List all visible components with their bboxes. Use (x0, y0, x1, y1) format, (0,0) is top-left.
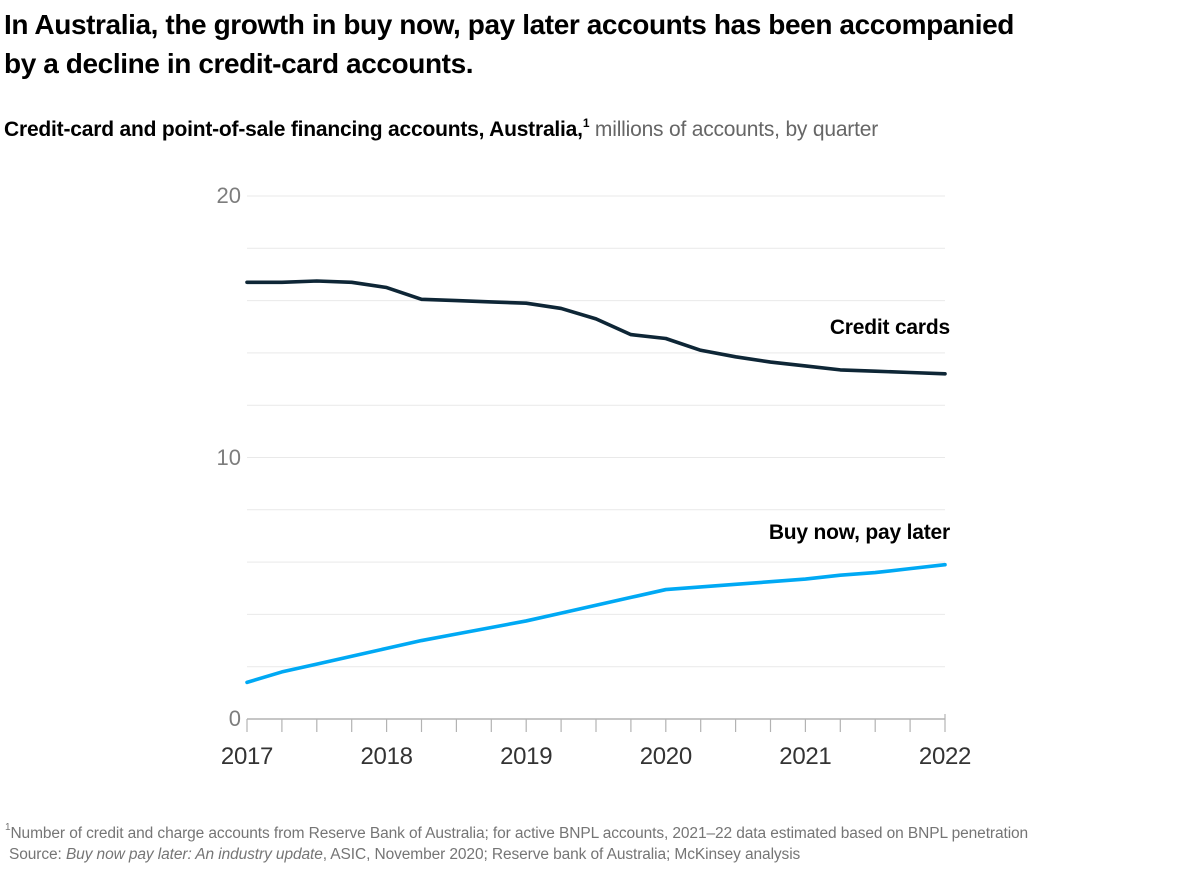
line-chart: Credit cards Buy now, pay later 0 10 20 201… (216, 183, 972, 770)
source-prefix: Source: (9, 846, 66, 864)
y-axis-tick-label: 0 (228, 706, 241, 731)
x-axis-tick-label: 2019 (500, 743, 553, 770)
page-title: In Australia, the growth in buy now, pay… (4, 5, 1014, 83)
x-axis-tick-label: 2020 (639, 743, 693, 770)
footnote-note-line: 1Number of credit and charge accounts fr… (5, 819, 1028, 844)
subtitle-footnote-marker: 1 (582, 116, 590, 130)
series-line-1 (245, 562, 947, 685)
page-title-line1: In Australia, the growth in buy now, pay… (4, 9, 1014, 40)
series-line-0 (245, 279, 947, 376)
chart-subtitle-units: millions of accounts, by quarter (589, 118, 878, 141)
footnote: 1Number of credit and charge accounts fr… (5, 819, 1028, 865)
page-title-line2: by a decline in credit-card accounts. (4, 48, 474, 79)
x-axis-tick-label: 2018 (360, 743, 413, 770)
source-line: Source: Buy now pay later: An industry u… (5, 844, 1028, 865)
x-axis-tick-label: 2017 (220, 743, 274, 770)
y-axis-tick-label: 10 (216, 444, 241, 470)
y-axis-tick-label: 20 (216, 183, 241, 208)
footnote-note-text: Number of credit and charge accounts fro… (10, 825, 1029, 843)
chart-subtitle-bold: Credit-card and point-of-sale financing … (4, 118, 583, 141)
source-title-italic: Buy now pay later: An industry update (65, 846, 323, 864)
x-axis-tick-label: 2022 (918, 743, 972, 770)
source-rest: , ASIC, November 2020; Reserve bank of A… (322, 846, 801, 864)
series-label-credit-cards: Credit cards (829, 316, 950, 339)
plot-canvas (245, 195, 947, 732)
chart-subtitle: Credit-card and point-of-sale financing … (4, 116, 878, 142)
x-axis-tick-label: 2021 (779, 743, 832, 770)
footnote-marker: 1 (5, 822, 11, 833)
series-label-buy-now-pay-later: Buy now, pay later (768, 521, 950, 544)
